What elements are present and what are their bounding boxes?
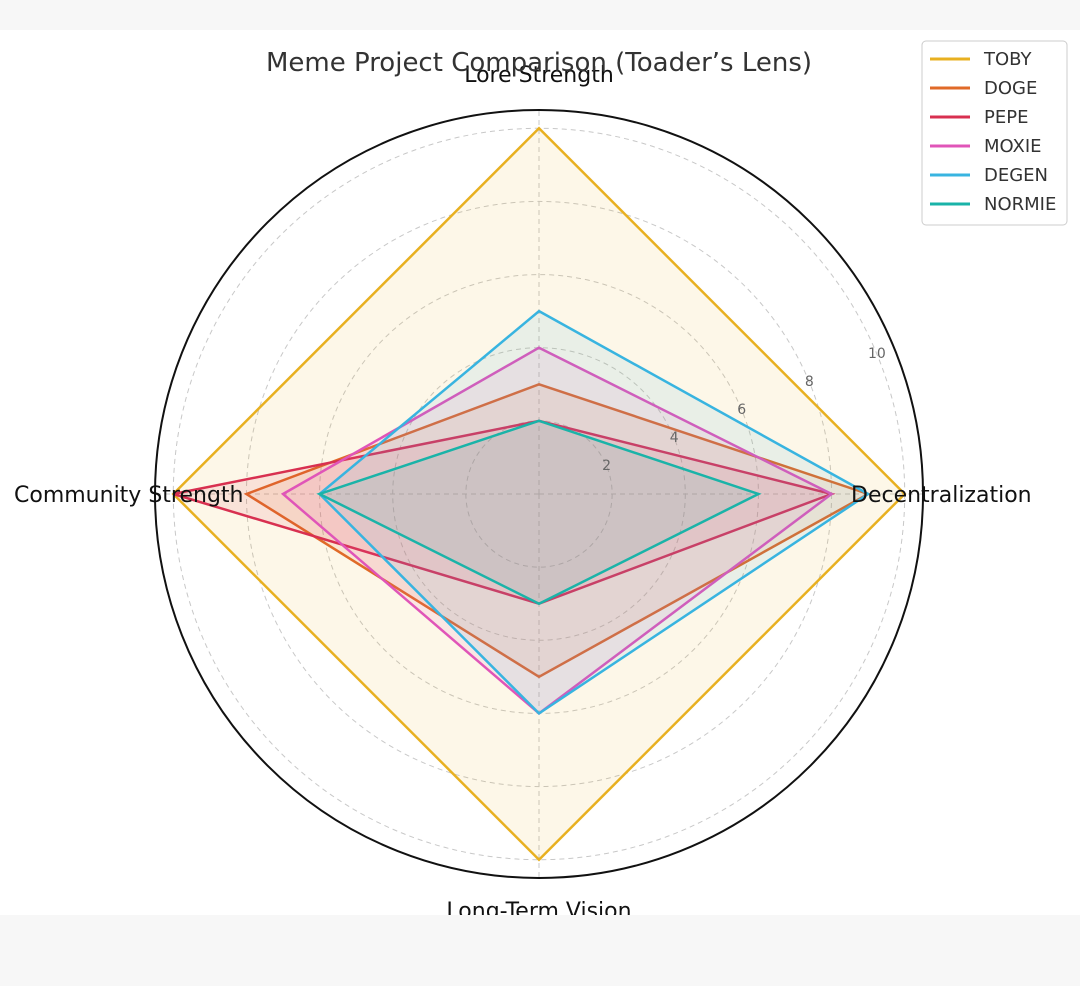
series-degen (317, 309, 871, 716)
tick-labels: 2 4 6 8 10 (602, 346, 886, 474)
legend: TOBY DOGE PEPE MOXIE DEGEN NORMIE (921, 40, 1068, 226)
axis-label: Lore Strength (464, 63, 614, 88)
series-layer (171, 126, 907, 862)
legend-label: NORMIE (984, 194, 1056, 215)
chart-title: Meme Project Comparison (Toader’s Lens) (266, 48, 812, 78)
outer-ring (154, 109, 924, 879)
series-toby (171, 126, 907, 862)
axis-label: Community Strength (14, 483, 244, 508)
legend-label: DOGE (984, 78, 1037, 99)
legend-label: TOBY (983, 49, 1033, 70)
tick-label: 10 (868, 346, 886, 362)
legend-label: MOXIE (984, 136, 1042, 157)
tick-label: 8 (805, 374, 814, 390)
tick-label: 6 (737, 402, 746, 418)
tick-label: 4 (670, 430, 679, 446)
axis-labels: Lore Strength Decentralization Long-Term V… (14, 63, 1032, 915)
series-normie (316, 419, 762, 606)
axis-label: Decentralization (851, 483, 1032, 508)
chart-figure: 2 4 6 8 10 Lore Strength Decentralization Long… (0, 30, 1080, 915)
tick-label: 2 (602, 458, 611, 474)
legend-label: DEGEN (984, 165, 1048, 186)
axis-label: Long-Term Vision (446, 899, 631, 915)
radar-chart: 2 4 6 8 10 Lore Strength Decentralization Long… (14, 40, 1068, 915)
legend-label: PEPE (984, 107, 1028, 128)
